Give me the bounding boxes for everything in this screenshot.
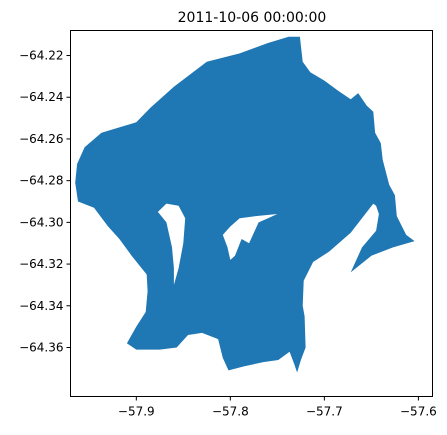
- y-tick-label: −64.32: [19, 257, 63, 271]
- x-tick-label: −57.6: [400, 405, 437, 419]
- axis-ticks: −57.9 −57.8 −57.7 −57.6 −64.22 −64.24 −64.26 −6…: [19, 49, 437, 419]
- axes-frame: [70, 30, 433, 397]
- x-tick-label: −57.7: [306, 405, 343, 419]
- y-tick-label: −64.30: [19, 215, 63, 229]
- island-polygon: [75, 36, 415, 373]
- y-tick-label: −64.24: [19, 90, 63, 104]
- y-tick-label: −64.26: [19, 132, 63, 146]
- y-tick-label: −64.28: [19, 174, 63, 188]
- x-tick-label: −57.8: [212, 405, 249, 419]
- x-tick-label: −57.9: [118, 405, 155, 419]
- y-tick-label: −64.36: [19, 340, 63, 354]
- y-tick-label: −64.22: [19, 49, 63, 63]
- plot-area: [75, 36, 415, 373]
- map-title: 2011-10-06 00:00:00: [178, 10, 327, 26]
- y-tick-label: −64.34: [19, 299, 63, 313]
